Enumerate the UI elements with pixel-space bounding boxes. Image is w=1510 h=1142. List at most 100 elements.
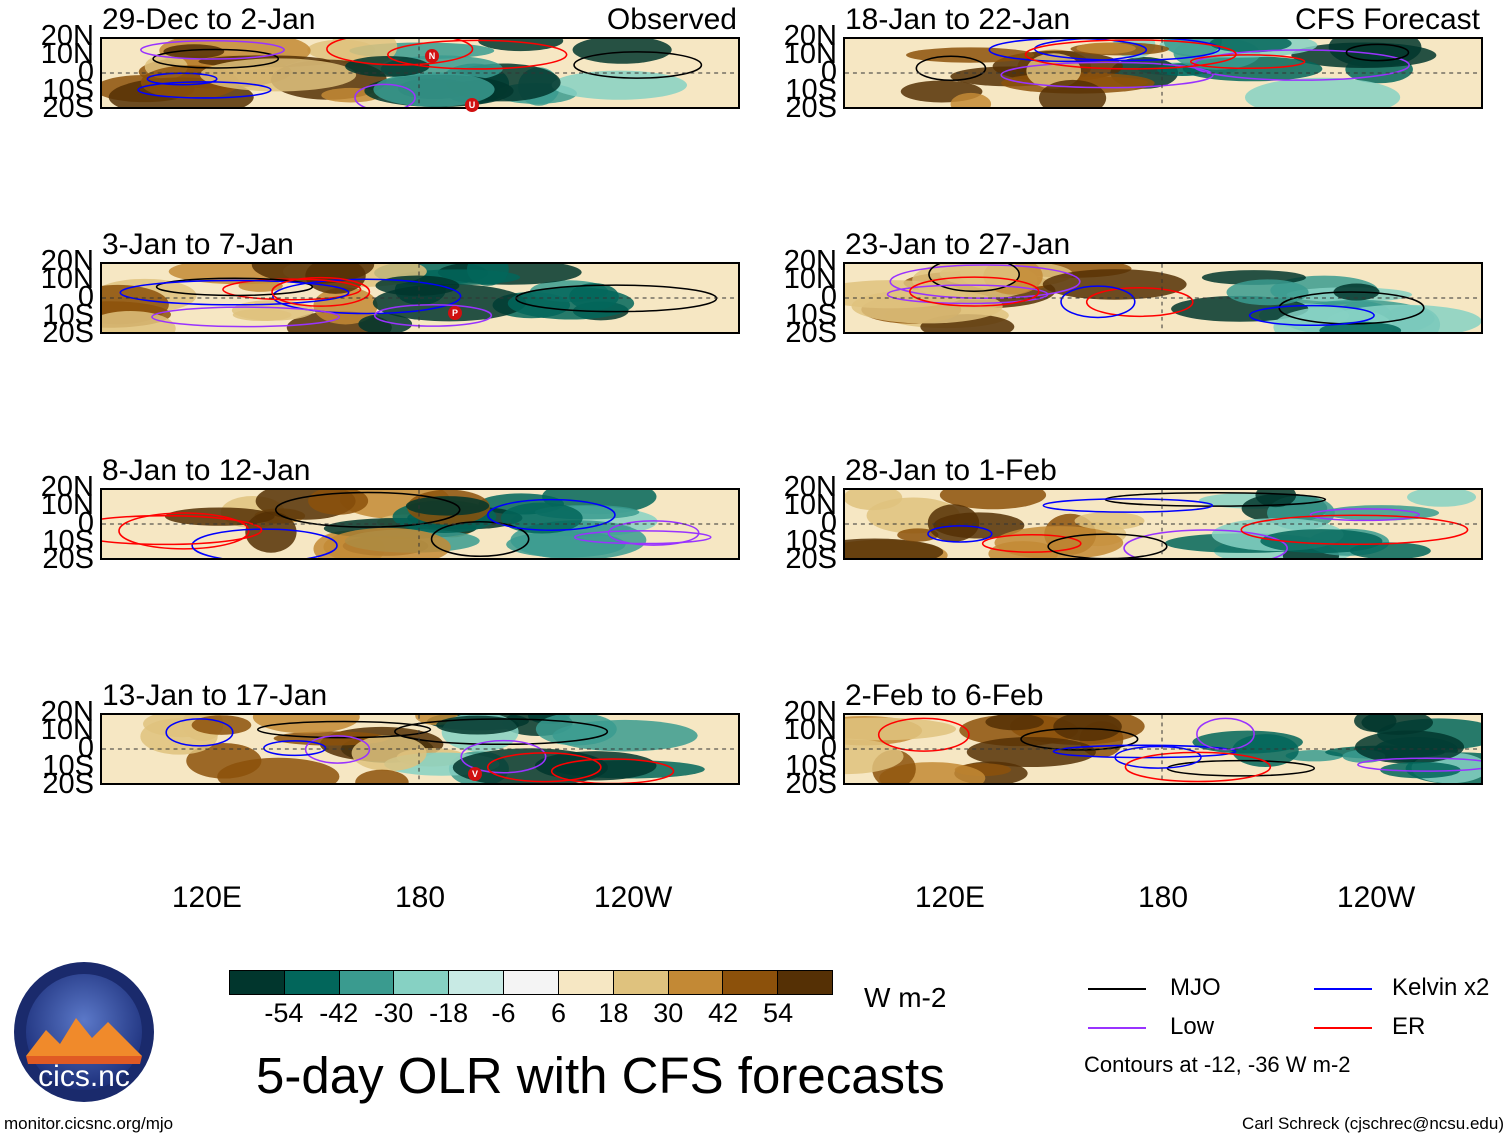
y-tick-label: 0 (77, 507, 94, 539)
dry-anomaly (966, 737, 1096, 768)
colorbar-segment (504, 971, 559, 994)
colorbar-tick: 6 (550, 998, 566, 1028)
dry-anomaly (927, 504, 980, 542)
contour-line (394, 718, 609, 746)
contour-line (430, 520, 530, 558)
y-tick-label: 20S (42, 317, 94, 349)
x-tick-label: 180 (1137, 881, 1189, 914)
olr-field (102, 715, 738, 783)
y-tick-label: 20N (40, 696, 94, 728)
wet-anomaly (478, 39, 564, 52)
y-tick-label: 0 (820, 732, 837, 764)
y-tick-label: 10N (40, 714, 94, 746)
colorbar-tick: -18 (429, 998, 469, 1028)
y-tick-label: 20S (42, 543, 94, 575)
contour-line (137, 81, 272, 99)
colorbar-tick: 42 (708, 998, 739, 1028)
legend-er-label: ER (1392, 1013, 1426, 1040)
olr-field (845, 39, 1481, 107)
colorbar-tick: -42 (319, 998, 359, 1028)
y-tick-label: 10N (40, 489, 94, 521)
y-tick-label: 20N (40, 20, 94, 52)
colorbar (229, 970, 833, 995)
colorbar-segment (668, 971, 724, 994)
legend-mjo-line (1088, 988, 1146, 990)
y-tick-label: 20S (785, 768, 837, 800)
wet-anomaly (1380, 761, 1461, 779)
dry-anomaly (845, 538, 944, 558)
wet-anomaly (1407, 490, 1477, 507)
x-tick-label: 120W (1336, 881, 1416, 914)
cics-logo: cics.nc (14, 962, 154, 1102)
contour-line (118, 512, 250, 550)
panel-title: 3-Jan to 7-Jan (102, 228, 294, 261)
panel-title: 13-Jan to 17-Jan (102, 679, 328, 712)
forecast-label: CFS Forecast (1294, 3, 1480, 36)
contour-line (102, 514, 263, 546)
legend-low-line (1088, 1027, 1146, 1029)
y-tick-label: 10N (783, 38, 837, 70)
wet-anomaly (375, 275, 460, 296)
contour-line (1060, 285, 1136, 319)
y-tick-label: 20S (42, 768, 94, 800)
y-tick-label: 0 (820, 281, 837, 313)
y-tick-label: 10N (40, 263, 94, 295)
dry-anomaly (906, 47, 1035, 63)
contour-line (915, 55, 987, 82)
colorbar-tick: 54 (763, 998, 794, 1028)
x-tick-label: 120E (914, 881, 985, 914)
y-tick-label: 10N (783, 489, 837, 521)
y-tick-label: 10S (42, 750, 94, 782)
panel-title: 29-Dec to 2-Jan (102, 3, 316, 36)
olr-field (845, 490, 1481, 558)
dry-anomaly (313, 287, 378, 325)
contour-line (1196, 717, 1255, 751)
y-tick-label: 0 (77, 732, 94, 764)
olr-panel (100, 488, 740, 560)
wet-anomaly (500, 502, 583, 534)
colorbar-segment (339, 971, 395, 994)
y-tick-label: 20N (783, 696, 837, 728)
source-url[interactable]: monitor.cicsnc.org/mjo (4, 1114, 174, 1133)
dry-anomaly (939, 490, 1047, 510)
contour-line (373, 304, 493, 327)
contour-line (1123, 529, 1288, 558)
colorbar-segment (449, 971, 505, 994)
panel-title: 2-Feb to 6-Feb (845, 679, 1044, 712)
colorbar-segment (613, 971, 669, 994)
olr-panel (100, 37, 740, 109)
y-tick-label: 20N (783, 20, 837, 52)
chart-title: 5-day OLR with CFS forecasts (256, 1047, 945, 1104)
y-tick-label: 10S (42, 525, 94, 557)
y-tick-label: 20N (783, 471, 837, 503)
y-tick-label: 20S (42, 92, 94, 124)
contour-note: Contours at -12, -36 W m-2 (1084, 1052, 1351, 1077)
dry-anomaly (191, 715, 252, 735)
dry-anomaly (163, 44, 225, 59)
colorbar-tick: 18 (598, 998, 629, 1028)
contour-line (1345, 43, 1410, 62)
colorbar-tick: -30 (374, 998, 414, 1028)
contour-line (1124, 751, 1272, 783)
y-tick-label: 10S (42, 299, 94, 331)
colorbar-tick: -6 (491, 998, 516, 1028)
contour-line (1042, 498, 1214, 513)
panel-title: 8-Jan to 12-Jan (102, 454, 311, 487)
y-tick-label: 10S (785, 750, 837, 782)
colorbar-tick: -54 (264, 998, 304, 1028)
contour-line (140, 39, 285, 60)
y-tick-label: 0 (77, 56, 94, 88)
storm-marker: U (465, 98, 479, 112)
wet-anomaly (1260, 529, 1383, 554)
wet-anomaly (373, 72, 495, 107)
dry-anomaly (845, 717, 957, 741)
contour-line (1000, 61, 1214, 89)
wet-anomaly (466, 264, 509, 286)
dry-anomaly (959, 264, 1019, 290)
contour-line (886, 284, 1049, 305)
colorbar-segment (230, 971, 285, 994)
dry-anomaly (102, 311, 176, 332)
contour-line (927, 525, 993, 543)
dry-anomaly (351, 735, 427, 772)
wet-anomaly (1349, 542, 1431, 558)
